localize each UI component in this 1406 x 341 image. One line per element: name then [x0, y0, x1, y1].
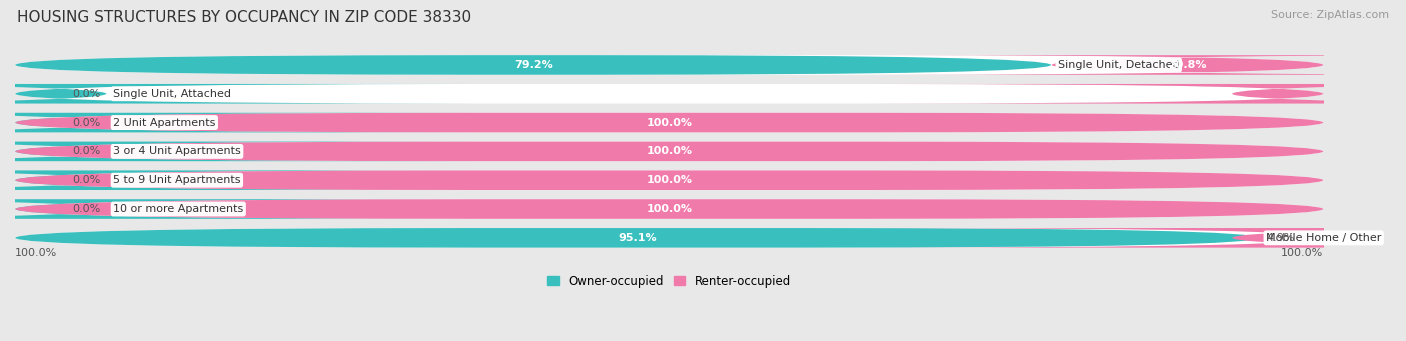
FancyBboxPatch shape — [15, 199, 1323, 219]
FancyBboxPatch shape — [0, 84, 472, 104]
Text: 100.0%: 100.0% — [647, 204, 692, 214]
FancyBboxPatch shape — [15, 113, 1323, 132]
Text: 100.0%: 100.0% — [15, 248, 58, 258]
FancyBboxPatch shape — [15, 84, 1323, 104]
Text: 10 or more Apartments: 10 or more Apartments — [112, 204, 243, 214]
FancyBboxPatch shape — [15, 55, 1323, 75]
Text: Mobile Home / Other: Mobile Home / Other — [1265, 233, 1381, 243]
Text: HOUSING STRUCTURES BY OCCUPANCY IN ZIP CODE 38330: HOUSING STRUCTURES BY OCCUPANCY IN ZIP C… — [17, 10, 471, 25]
FancyBboxPatch shape — [15, 170, 1323, 190]
FancyBboxPatch shape — [866, 55, 1406, 75]
Text: Single Unit, Attached: Single Unit, Attached — [112, 89, 231, 99]
Text: 0.0%: 0.0% — [72, 204, 100, 214]
FancyBboxPatch shape — [15, 113, 1323, 132]
FancyBboxPatch shape — [15, 142, 1323, 161]
Legend: Owner-occupied, Renter-occupied: Owner-occupied, Renter-occupied — [543, 270, 796, 293]
Text: 5 to 9 Unit Apartments: 5 to 9 Unit Apartments — [112, 175, 240, 185]
FancyBboxPatch shape — [15, 170, 1323, 190]
Text: Single Unit, Detached: Single Unit, Detached — [1057, 60, 1180, 70]
FancyBboxPatch shape — [0, 170, 472, 190]
Text: 2 Unit Apartments: 2 Unit Apartments — [112, 118, 215, 128]
Text: 100.0%: 100.0% — [647, 146, 692, 157]
FancyBboxPatch shape — [866, 84, 1406, 104]
Text: 0.0%: 0.0% — [72, 89, 100, 99]
Text: 0.0%: 0.0% — [72, 118, 100, 128]
Text: 95.1%: 95.1% — [617, 233, 657, 243]
Text: 79.2%: 79.2% — [513, 60, 553, 70]
Text: 4.9%: 4.9% — [1265, 233, 1295, 243]
FancyBboxPatch shape — [15, 199, 1323, 219]
Text: Source: ZipAtlas.com: Source: ZipAtlas.com — [1271, 10, 1389, 20]
FancyBboxPatch shape — [0, 113, 472, 132]
FancyBboxPatch shape — [15, 228, 1260, 248]
FancyBboxPatch shape — [0, 199, 472, 219]
Text: 0.0%: 0.0% — [72, 175, 100, 185]
FancyBboxPatch shape — [0, 142, 472, 161]
Text: 3 or 4 Unit Apartments: 3 or 4 Unit Apartments — [112, 146, 240, 157]
FancyBboxPatch shape — [15, 142, 1323, 161]
Text: 100.0%: 100.0% — [1281, 248, 1323, 258]
Text: 100.0%: 100.0% — [647, 175, 692, 185]
Text: 100.0%: 100.0% — [647, 118, 692, 128]
FancyBboxPatch shape — [866, 228, 1406, 248]
FancyBboxPatch shape — [15, 228, 1323, 248]
Text: 20.8%: 20.8% — [1168, 60, 1206, 70]
Text: 0.0%: 0.0% — [72, 146, 100, 157]
FancyBboxPatch shape — [15, 55, 1052, 75]
